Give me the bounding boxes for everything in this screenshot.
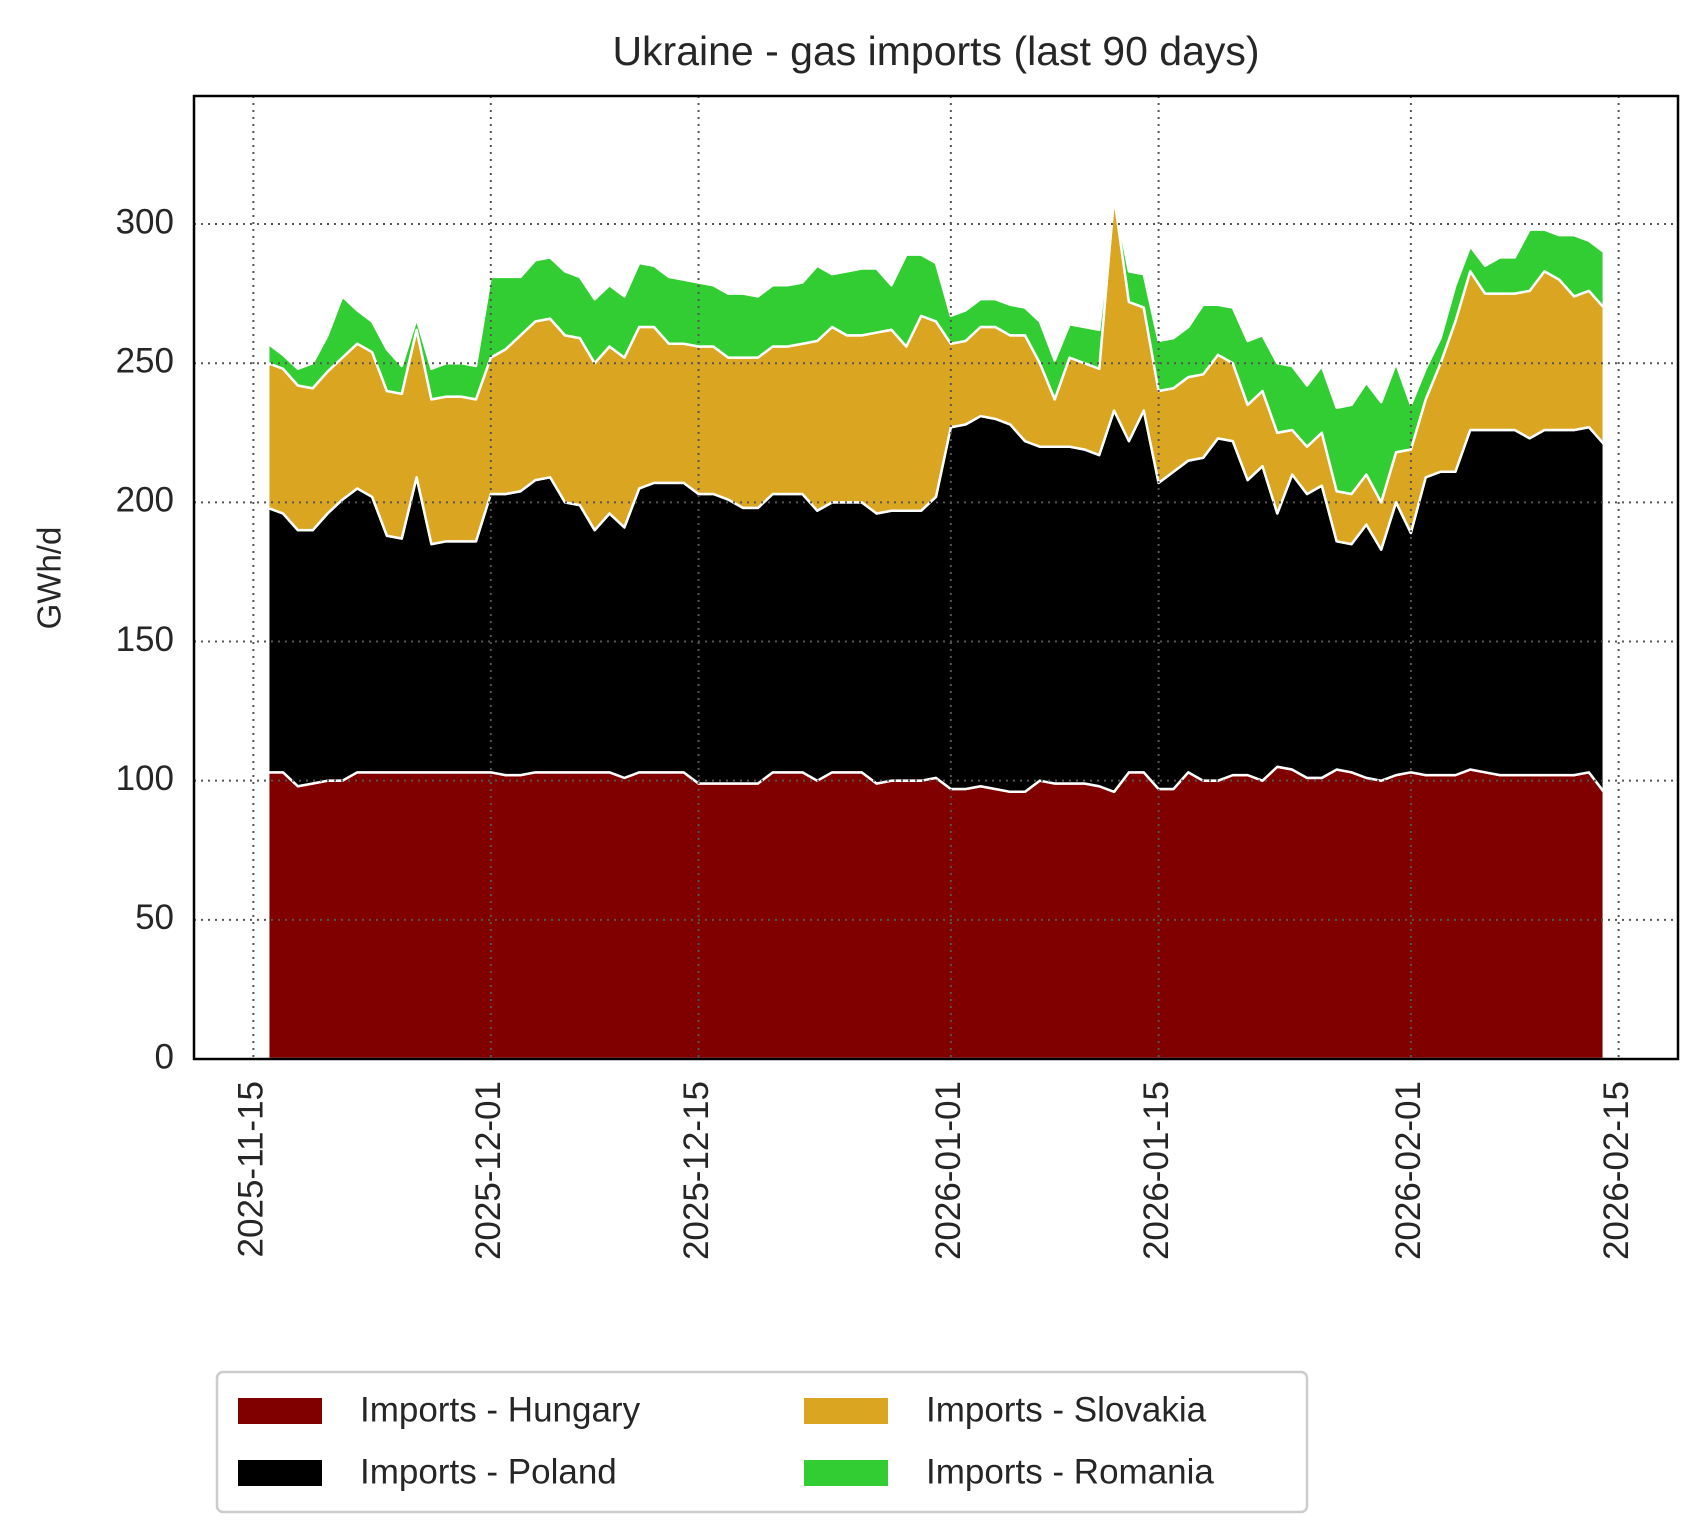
legend-label: Imports - Hungary bbox=[360, 1390, 641, 1429]
chart-title: Ukraine - gas imports (last 90 days) bbox=[612, 28, 1259, 74]
plot-frame bbox=[192, 94, 1680, 1061]
legend-box bbox=[215, 1370, 1309, 1514]
y-tick-label: 200 bbox=[116, 481, 174, 520]
x-tick-label: 2025-11-15 bbox=[232, 1081, 271, 1257]
y-tick-label: 150 bbox=[116, 620, 174, 659]
area bbox=[266, 765, 1606, 1061]
y-tick-label: 300 bbox=[116, 202, 174, 241]
y-tick-label: 250 bbox=[116, 341, 174, 380]
x-tick-label: 2026-01-01 bbox=[929, 1081, 968, 1260]
x-tick-label: 2025-12-01 bbox=[469, 1081, 508, 1260]
y-tick-label: 0 bbox=[155, 1037, 174, 1076]
legend-swatch bbox=[804, 1398, 888, 1424]
legend-label: Imports - Slovakia bbox=[926, 1390, 1207, 1429]
y-tick-label: 50 bbox=[135, 898, 174, 937]
area bbox=[266, 194, 1606, 504]
x-tick-label: 2026-02-01 bbox=[1389, 1081, 1428, 1260]
legend-swatch bbox=[238, 1398, 322, 1424]
legend: Imports - Hungary Imports - Poland Imports… bbox=[238, 1390, 1214, 1491]
x-tick-label: 2025-12-15 bbox=[677, 1081, 716, 1260]
legend-swatch bbox=[804, 1460, 888, 1486]
x-tick-label: 2026-01-15 bbox=[1137, 1081, 1176, 1260]
x-tick-label: 2026-02-15 bbox=[1597, 1081, 1636, 1260]
legend-label: Imports - Romania bbox=[926, 1452, 1214, 1491]
legend-swatch bbox=[238, 1460, 322, 1486]
y-axis-label: GWh/d bbox=[31, 527, 68, 630]
legend-label: Imports - Poland bbox=[360, 1452, 617, 1491]
y-tick-label: 100 bbox=[116, 759, 174, 798]
